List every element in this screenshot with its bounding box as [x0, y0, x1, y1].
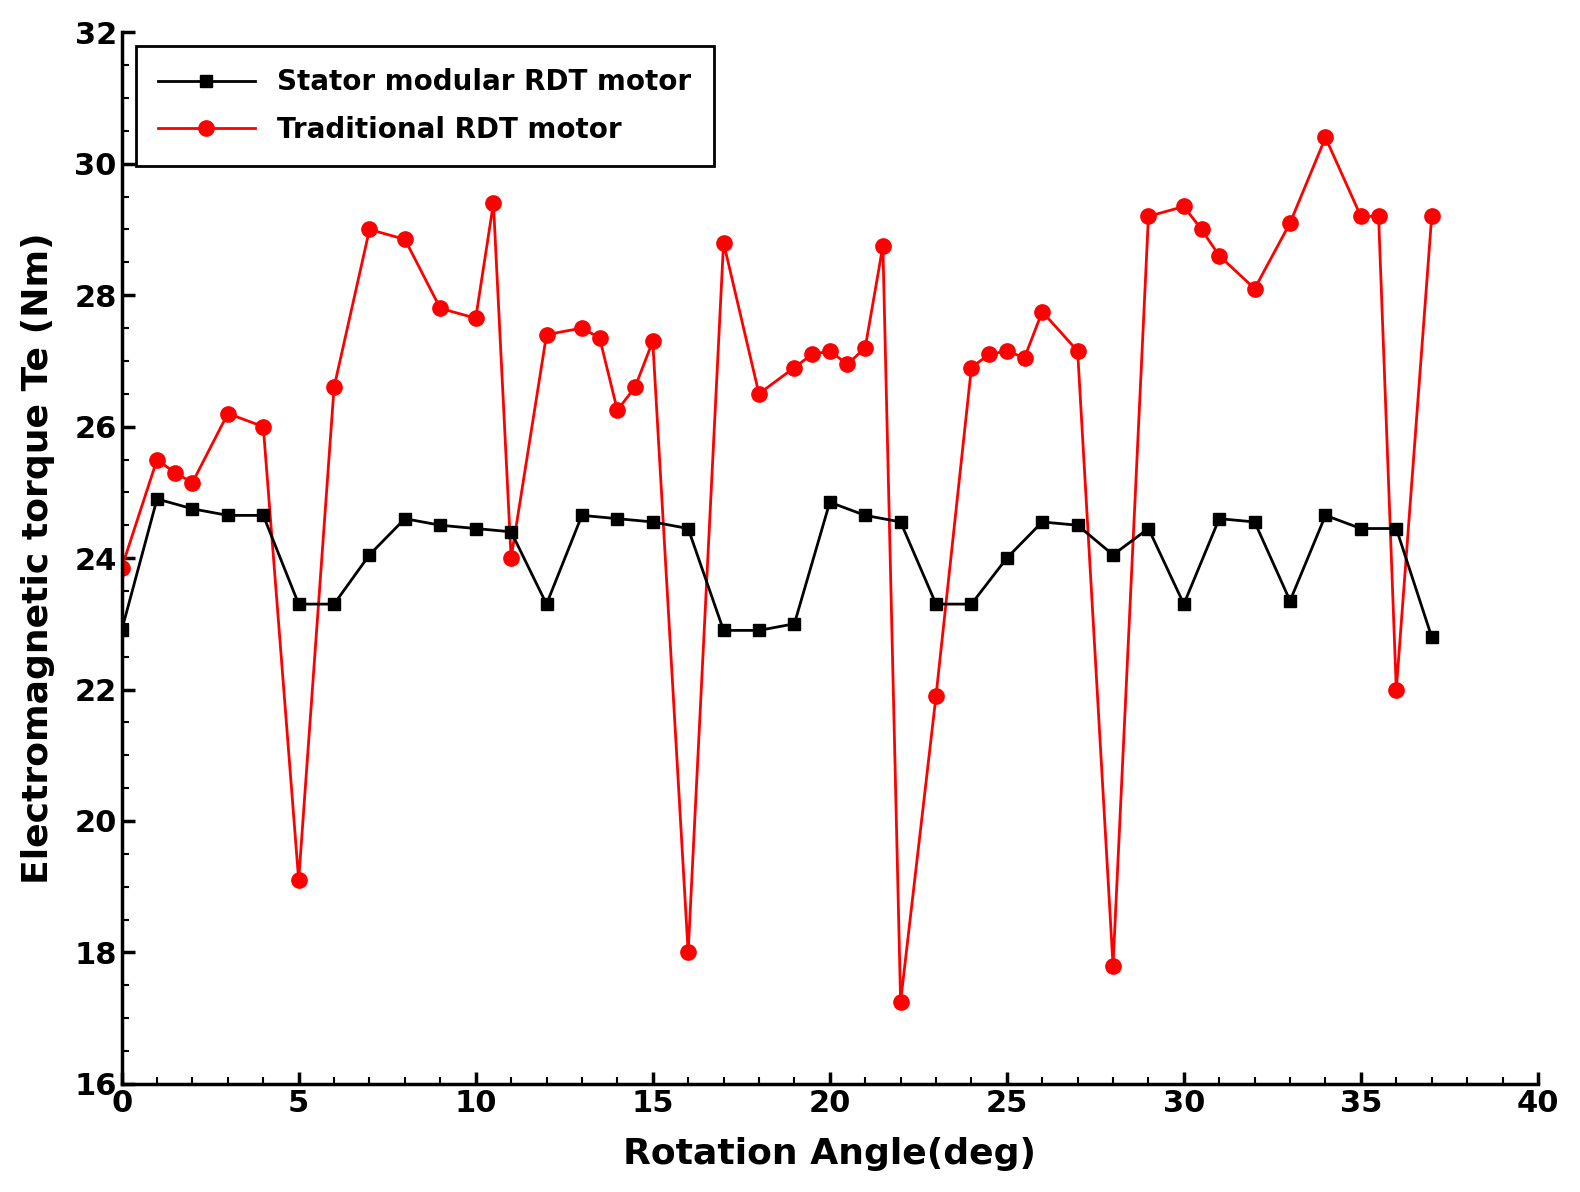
Traditional RDT motor: [1174, 199, 1193, 213]
Stator modular RDT motor: [501, 524, 520, 539]
X-axis label: Rotation Angle(deg): Rotation Angle(deg): [623, 1137, 1036, 1172]
Traditional RDT motor: [714, 236, 733, 250]
Stator modular RDT motor: [431, 519, 450, 533]
Stator modular RDT motor: [997, 551, 1016, 565]
Traditional RDT motor: [166, 466, 185, 480]
Stator modular RDT motor: [608, 511, 627, 526]
Traditional RDT motor: [1351, 210, 1370, 224]
Traditional RDT motor: [1422, 210, 1441, 224]
Stator modular RDT motor: [183, 502, 202, 516]
Traditional RDT motor: [803, 347, 822, 361]
Traditional RDT motor: [1370, 210, 1389, 224]
Stator modular RDT motor: [785, 616, 804, 631]
Stator modular RDT motor: [112, 623, 131, 638]
Traditional RDT motor: [856, 341, 875, 355]
Traditional RDT motor: [1103, 958, 1122, 973]
Traditional RDT motor: [874, 238, 893, 253]
Traditional RDT motor: [1280, 216, 1299, 230]
Traditional RDT motor: [626, 380, 645, 395]
Stator modular RDT motor: [360, 547, 379, 561]
Traditional RDT motor: [591, 331, 610, 346]
Stator modular RDT motor: [395, 511, 414, 526]
Stator modular RDT motor: [891, 515, 910, 529]
Stator modular RDT motor: [926, 597, 945, 611]
Traditional RDT motor: [1033, 304, 1052, 318]
Stator modular RDT motor: [714, 623, 733, 638]
Legend: Stator modular RDT motor, Traditional RDT motor: Stator modular RDT motor, Traditional RD…: [136, 46, 714, 166]
Y-axis label: Electromagnetic torque Te (Nm): Electromagnetic torque Te (Nm): [21, 232, 55, 884]
Traditional RDT motor: [891, 994, 910, 1008]
Traditional RDT motor: [183, 476, 202, 490]
Stator modular RDT motor: [572, 508, 591, 522]
Stator modular RDT motor: [466, 521, 485, 535]
Stator modular RDT motor: [679, 521, 698, 535]
Stator modular RDT motor: [1103, 547, 1122, 561]
Stator modular RDT motor: [1316, 508, 1335, 522]
Line: Traditional RDT motor: Traditional RDT motor: [114, 130, 1439, 1010]
Line: Stator modular RDT motor: Stator modular RDT motor: [115, 492, 1438, 644]
Traditional RDT motor: [254, 420, 273, 434]
Traditional RDT motor: [608, 403, 627, 417]
Traditional RDT motor: [483, 195, 502, 210]
Traditional RDT motor: [643, 334, 662, 348]
Traditional RDT motor: [112, 560, 131, 575]
Traditional RDT motor: [962, 360, 981, 374]
Stator modular RDT motor: [1280, 594, 1299, 608]
Traditional RDT motor: [679, 945, 698, 960]
Stator modular RDT motor: [962, 597, 981, 611]
Traditional RDT motor: [324, 380, 343, 395]
Traditional RDT motor: [572, 321, 591, 335]
Traditional RDT motor: [926, 689, 945, 703]
Stator modular RDT motor: [1422, 629, 1441, 644]
Stator modular RDT motor: [749, 623, 768, 638]
Traditional RDT motor: [785, 360, 804, 374]
Stator modular RDT motor: [643, 515, 662, 529]
Traditional RDT motor: [1245, 281, 1264, 296]
Traditional RDT motor: [1210, 249, 1229, 263]
Traditional RDT motor: [218, 406, 237, 421]
Stator modular RDT motor: [1068, 519, 1087, 533]
Traditional RDT motor: [1139, 210, 1158, 224]
Traditional RDT motor: [820, 344, 839, 359]
Stator modular RDT motor: [254, 508, 273, 522]
Traditional RDT motor: [837, 358, 856, 372]
Traditional RDT motor: [466, 311, 485, 325]
Stator modular RDT motor: [147, 492, 166, 507]
Stator modular RDT motor: [1245, 515, 1264, 529]
Traditional RDT motor: [147, 453, 166, 467]
Traditional RDT motor: [997, 344, 1016, 359]
Traditional RDT motor: [431, 302, 450, 316]
Traditional RDT motor: [749, 386, 768, 401]
Stator modular RDT motor: [289, 597, 308, 611]
Stator modular RDT motor: [1174, 597, 1193, 611]
Traditional RDT motor: [1316, 130, 1335, 144]
Stator modular RDT motor: [820, 495, 839, 509]
Traditional RDT motor: [501, 551, 520, 565]
Traditional RDT motor: [537, 328, 556, 342]
Stator modular RDT motor: [1387, 521, 1406, 535]
Traditional RDT motor: [1014, 350, 1033, 365]
Stator modular RDT motor: [1139, 521, 1158, 535]
Stator modular RDT motor: [537, 597, 556, 611]
Traditional RDT motor: [1191, 223, 1210, 237]
Traditional RDT motor: [289, 873, 308, 887]
Stator modular RDT motor: [1210, 511, 1229, 526]
Traditional RDT motor: [980, 347, 999, 361]
Stator modular RDT motor: [1351, 521, 1370, 535]
Stator modular RDT motor: [856, 508, 875, 522]
Traditional RDT motor: [395, 232, 414, 247]
Traditional RDT motor: [1068, 344, 1087, 359]
Stator modular RDT motor: [1033, 515, 1052, 529]
Traditional RDT motor: [1387, 682, 1406, 696]
Traditional RDT motor: [360, 223, 379, 237]
Stator modular RDT motor: [324, 597, 343, 611]
Stator modular RDT motor: [218, 508, 237, 522]
